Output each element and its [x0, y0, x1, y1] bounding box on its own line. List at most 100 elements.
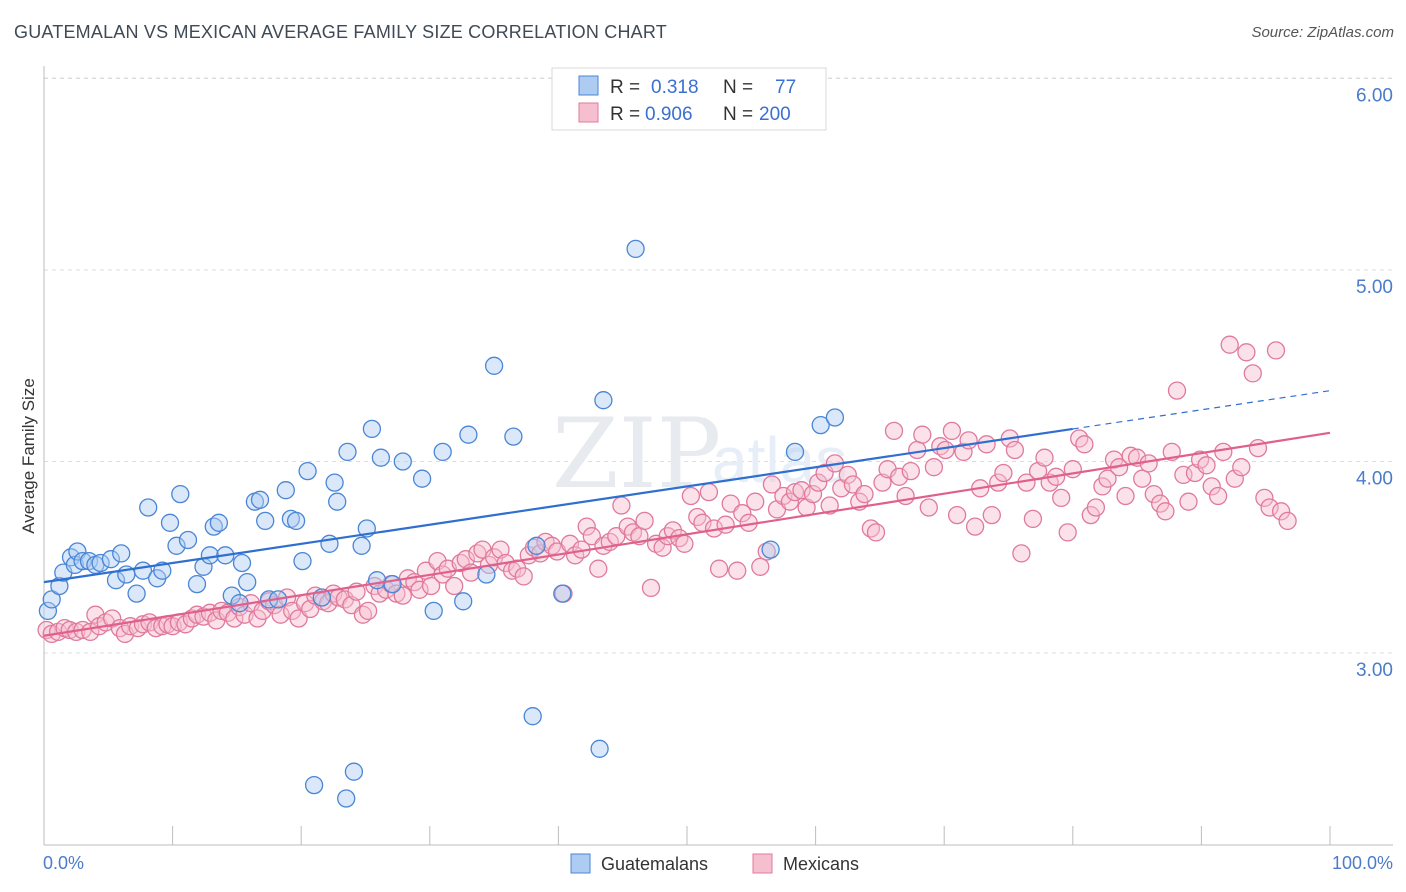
- guatemalans-point-64: [477, 565, 496, 584]
- legend-n-label-2: N =: [723, 104, 753, 125]
- guatemalans-point-28: [209, 513, 229, 532]
- mexicans-point-169: [1023, 509, 1043, 529]
- mexicans-point-194: [1167, 381, 1187, 400]
- legend-r-label-1: R =: [610, 77, 640, 98]
- watermark: ZIP atlas: [552, 398, 847, 510]
- legend-n-label-1: N =: [723, 77, 753, 98]
- watermark-zip: ZIP: [552, 398, 721, 510]
- mexicans-point-212: [1271, 502, 1291, 521]
- guatemalans-point-69: [553, 584, 572, 603]
- guatemalans-point-24: [187, 574, 207, 594]
- mexicans-point-210: [1260, 498, 1279, 517]
- guatemalans-point-50: [338, 442, 357, 462]
- mexicans-point-142: [866, 523, 886, 542]
- mexicans-point-164: [994, 463, 1013, 483]
- guatemalans-point-22: [171, 484, 190, 504]
- mexicans-point-202: [1214, 442, 1233, 462]
- mexicans-point-174: [1052, 488, 1071, 508]
- guatemalans-point-73: [761, 540, 780, 559]
- mexicans-point-127: [780, 492, 800, 511]
- y-tick-label-3: 6.00: [1356, 86, 1393, 107]
- guatemalans-point-52: [352, 536, 371, 555]
- guatemalans-point-30: [222, 586, 241, 605]
- legend-r-value-1: 0.318: [651, 77, 699, 98]
- legend-label-guatemalans: Guatemalans: [601, 854, 708, 874]
- mexicans-point-137: [838, 465, 857, 485]
- guatemalans-point-48: [328, 492, 347, 511]
- guatemalans-point-20: [160, 513, 180, 532]
- mexicans-point-207: [1243, 364, 1262, 383]
- guatemalans-point-47: [325, 473, 344, 492]
- guatemalans-point-32: [232, 553, 252, 573]
- mexicans-point-39: [271, 605, 290, 624]
- guatemalans-point-10: [91, 553, 110, 573]
- mexicans-point-110: [681, 486, 701, 506]
- mexicans-point-201: [1208, 486, 1228, 506]
- mexicans-point-118: [728, 561, 747, 580]
- mexicans-point-148: [901, 461, 920, 481]
- mexicans-point-113: [699, 482, 719, 502]
- mexicans-point-188: [1133, 469, 1152, 488]
- guatemalans-point-44: [304, 775, 324, 795]
- guatemalans-point-65: [484, 356, 504, 375]
- mexicans-point-204: [1225, 469, 1244, 488]
- mexicans-point-143: [873, 473, 892, 492]
- mexicans-point-178: [1075, 435, 1094, 454]
- mexicans-point-175: [1058, 523, 1077, 542]
- mexicans-point-140: [855, 484, 874, 504]
- mexicans-point-102: [635, 511, 654, 531]
- mexicans-point-94: [589, 559, 608, 578]
- trend-lines: [43, 390, 1331, 637]
- mexicans-point-192: [1156, 502, 1175, 521]
- mexicans-point-182: [1098, 469, 1117, 488]
- mexicans-point-195: [1174, 465, 1193, 485]
- guatemalans-point-55: [367, 571, 387, 590]
- series-legend: Guatemalans Mexicans: [570, 853, 859, 874]
- mexicans-point-131: [803, 484, 823, 504]
- guatemalans-point-49: [337, 789, 356, 808]
- mexicans-point-149: [908, 440, 927, 460]
- guatemalans-point-58: [393, 452, 412, 471]
- x-tick-label-0: 0.0%: [43, 853, 84, 873]
- mexicans-point-209: [1255, 488, 1274, 508]
- guatemalans-trend-line: [43, 427, 1073, 584]
- guatemalans-point-60: [424, 601, 443, 621]
- mexicans-point-69: [445, 576, 464, 596]
- mexicans-trend-line: [43, 431, 1331, 637]
- mexicans-point-146: [890, 467, 909, 486]
- guatemalans-point-0: [38, 601, 58, 621]
- guatemalans-point-59: [412, 469, 432, 488]
- guatemalans-trend-extension: [1072, 390, 1331, 430]
- guatemalans-point-76: [825, 408, 845, 427]
- stats-legend: R = 0.318 N = 77 R = 0.906 N = 200: [551, 67, 827, 131]
- x-tick-label-100: 100.0%: [1332, 853, 1393, 873]
- guatemalans-point-15: [127, 584, 146, 603]
- mexicans-point-159: [965, 517, 985, 536]
- guatemalans-point-36: [256, 511, 275, 531]
- guatemalans-point-61: [433, 442, 452, 462]
- guatemalans-point-41: [286, 511, 306, 531]
- mexicans-point-200: [1202, 477, 1221, 496]
- guatemalans-point-35: [250, 490, 270, 509]
- legend-label-mexicans: Mexicans: [783, 854, 859, 874]
- mexicans-point-65: [421, 576, 441, 596]
- mexicans-point-63: [410, 580, 429, 599]
- mexicans-point-213: [1278, 511, 1297, 531]
- mexicans-point-190: [1144, 484, 1163, 504]
- mexicans-point-122: [751, 557, 770, 576]
- mexicans-point-162: [982, 505, 1001, 525]
- legend-swatch-guatemalans-bottom: [570, 853, 591, 874]
- mexicans-point-116: [716, 515, 735, 534]
- mexicans-point-60: [393, 586, 412, 605]
- guatemalans-point-42: [293, 551, 312, 571]
- guatemalans-point-56: [371, 448, 391, 467]
- guatemalans-point-70: [590, 739, 609, 758]
- guatemalans-point-72: [626, 239, 645, 259]
- mexicans-point-124: [762, 475, 782, 494]
- mexicans-point-171: [1035, 448, 1054, 467]
- mexicans-point-119: [733, 504, 752, 523]
- source-label: Source: ZipAtlas.com: [1251, 24, 1394, 41]
- guatemalans-point-21: [167, 536, 186, 555]
- legend-r-label-2: R =: [610, 104, 640, 125]
- guatemalans-point-54: [362, 419, 382, 439]
